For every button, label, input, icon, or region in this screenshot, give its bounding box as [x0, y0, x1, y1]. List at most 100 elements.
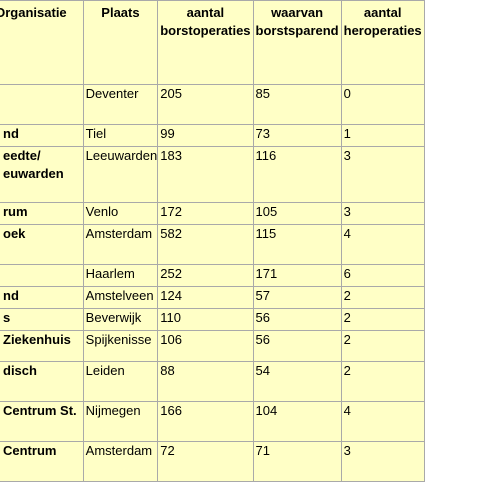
- cell-waarvan-borstsparend: 116: [252, 146, 342, 203]
- cell-aantal-borstoperaties: 72: [157, 441, 254, 482]
- cell-waarvan-borstsparend: 171: [252, 264, 342, 287]
- cell-organisatie-line: Centrum St.: [3, 403, 77, 418]
- cell-organisatie: nd: [0, 124, 84, 147]
- cell-organisatie-line: nd: [3, 288, 19, 303]
- cell-waarvan-borstsparend: 57: [252, 286, 342, 309]
- cell-organisatie: [0, 264, 84, 287]
- cell-waarvan-borstsparend: 54: [252, 361, 342, 402]
- cell-plaats: Nijmegen: [82, 401, 159, 442]
- cell-aantal-heroperaties: 1: [340, 124, 425, 147]
- cell-aantal-borstoperaties: 110: [157, 308, 254, 331]
- cell-organisatie: nd: [0, 286, 84, 309]
- cell-waarvan-borstsparend: 73: [252, 124, 342, 147]
- header-plaats: Plaats: [82, 0, 159, 85]
- cell-waarvan-borstsparend: 56: [252, 330, 342, 362]
- cell-aantal-borstoperaties: 99: [157, 124, 254, 147]
- cell-aantal-borstoperaties: 252: [157, 264, 254, 287]
- cell-aantal-heroperaties: 2: [340, 308, 425, 331]
- cell-aantal-heroperaties: 4: [340, 224, 425, 265]
- header-row: Organisatie Plaats aantal borstoperaties …: [0, 0, 425, 85]
- header-waarvan-line1: waarvan: [271, 5, 324, 20]
- cell-aantal-borstoperaties: 172: [157, 202, 254, 225]
- cell-aantal-borstoperaties: 183: [157, 146, 254, 203]
- cell-plaats: Venlo: [82, 202, 159, 225]
- cell-aantal-heroperaties: 0: [340, 84, 425, 125]
- cell-plaats: Deventer: [82, 84, 159, 125]
- cell-organisatie-line: disch: [3, 363, 37, 378]
- table-row: nd Tiel 99 73 1: [0, 124, 425, 147]
- table-row: nd Amstelveen 124 57 2: [0, 286, 425, 309]
- header-aantal-borstoperaties: aantal borstoperaties: [157, 0, 254, 85]
- cell-organisatie-line: s: [3, 310, 11, 325]
- header-organisatie-label: Organisatie: [0, 5, 67, 20]
- cell-plaats: Haarlem: [82, 264, 159, 287]
- table-row: disch Leiden 88 54 2: [0, 361, 425, 402]
- cell-organisatie-line: Ziekenhuis: [3, 332, 71, 347]
- cell-organisatie: oek: [0, 224, 84, 265]
- cell-organisatie: Centrum: [0, 441, 84, 482]
- table-row: oek Amsterdam 582 115 4: [0, 224, 425, 265]
- cell-waarvan-borstsparend: 56: [252, 308, 342, 331]
- cell-waarvan-borstsparend: 104: [252, 401, 342, 442]
- header-organisatie: Organisatie: [0, 0, 84, 85]
- cell-aantal-heroperaties: 3: [340, 202, 425, 225]
- header-waarvan-line2: borstsparend: [255, 23, 339, 38]
- table-row: rum Venlo 172 105 3: [0, 202, 425, 225]
- cell-aantal-borstoperaties: 106: [157, 330, 254, 362]
- cell-organisatie: s: [0, 308, 84, 331]
- cell-aantal-borstoperaties: 88: [157, 361, 254, 402]
- table-row: eedte/euwarden Leeuwarden 183 116 3: [0, 146, 425, 203]
- cell-organisatie-line: oek: [3, 226, 26, 241]
- cell-aantal-borstoperaties: 124: [157, 286, 254, 309]
- cell-plaats: Amsterdam: [82, 224, 159, 265]
- cell-organisatie: eedte/euwarden: [0, 146, 84, 203]
- cell-organisatie: disch: [0, 361, 84, 402]
- cell-organisatie-line: Centrum: [3, 443, 57, 458]
- table-row: Centrum Amsterdam 72 71 3: [0, 441, 425, 482]
- cell-aantal-heroperaties: 3: [340, 441, 425, 482]
- cell-waarvan-borstsparend: 71: [252, 441, 342, 482]
- cell-organisatie: Ziekenhuis: [0, 330, 84, 362]
- header-waarvan-borstsparend: waarvan borstsparend: [252, 0, 342, 85]
- cell-waarvan-borstsparend: 105: [252, 202, 342, 225]
- cell-plaats: Leeuwarden: [82, 146, 159, 203]
- cell-organisatie: Centrum St.: [0, 401, 84, 442]
- table-row: Centrum St. Nijmegen 166 104 4: [0, 401, 425, 442]
- cell-organisatie-line: eedte/: [3, 148, 41, 163]
- table-row: Haarlem 252 171 6: [0, 264, 425, 287]
- cell-aantal-heroperaties: 3: [340, 146, 425, 203]
- cell-aantal-heroperaties: 2: [340, 330, 425, 362]
- cell-plaats: Amsterdam: [82, 441, 159, 482]
- cell-plaats: Beverwijk: [82, 308, 159, 331]
- header-aantal-heroperaties: aantal heroperaties: [340, 0, 425, 85]
- cell-organisatie: rum: [0, 202, 84, 225]
- cell-waarvan-borstsparend: 115: [252, 224, 342, 265]
- table-row: s Beverwijk 110 56 2: [0, 308, 425, 331]
- cell-aantal-borstoperaties: 582: [157, 224, 254, 265]
- header-aantal-line1: aantal: [186, 5, 225, 20]
- cell-aantal-borstoperaties: 205: [157, 84, 254, 125]
- header-plaats-label: Plaats: [101, 5, 140, 20]
- cell-plaats: Tiel: [82, 124, 159, 147]
- cell-organisatie-line: euwarden: [3, 166, 64, 181]
- hospital-table: Organisatie Plaats aantal borstoperaties …: [0, 0, 425, 482]
- header-her-line2: heroperaties: [343, 23, 422, 38]
- table-row: Ziekenhuis Spijkenisse 106 56 2: [0, 330, 425, 362]
- header-her-line1: aantal: [363, 5, 402, 20]
- cell-aantal-heroperaties: 4: [340, 401, 425, 442]
- cell-aantal-heroperaties: 2: [340, 361, 425, 402]
- header-aantal-line2: borstoperaties: [160, 23, 251, 38]
- cell-plaats: Amstelveen: [82, 286, 159, 309]
- table-row: Deventer 205 85 0: [0, 84, 425, 125]
- cell-aantal-heroperaties: 6: [340, 264, 425, 287]
- cell-plaats: Spijkenisse: [82, 330, 159, 362]
- cell-aantal-heroperaties: 2: [340, 286, 425, 309]
- cell-organisatie-line: rum: [3, 204, 28, 219]
- cell-organisatie-line: nd: [3, 126, 19, 141]
- cell-waarvan-borstsparend: 85: [252, 84, 342, 125]
- cell-aantal-borstoperaties: 166: [157, 401, 254, 442]
- cell-organisatie: [0, 84, 84, 125]
- cell-plaats: Leiden: [82, 361, 159, 402]
